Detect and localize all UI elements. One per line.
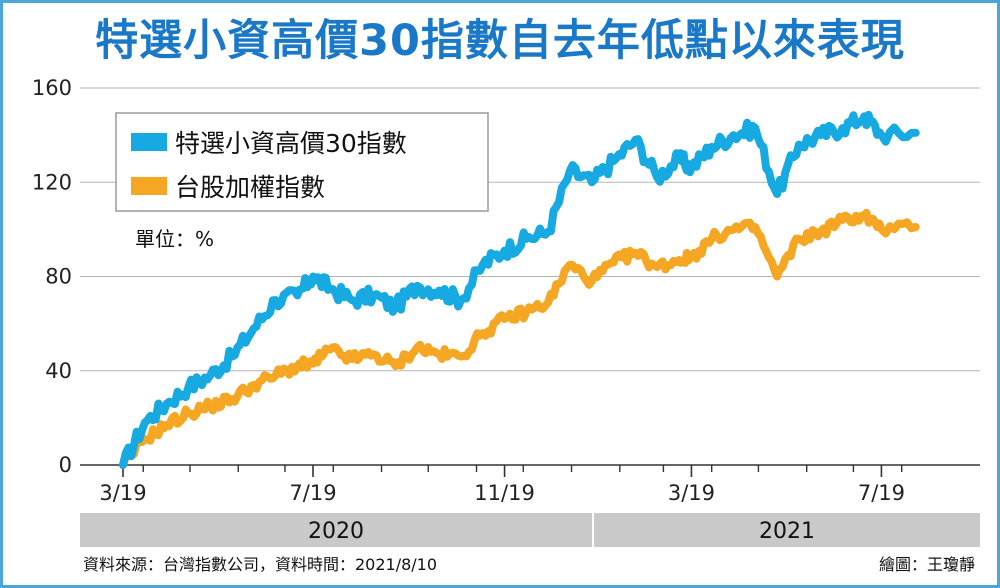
year-band-2020 [80,513,592,547]
series-line-small-cap-index [119,110,920,469]
y-tick-label: 120 [32,170,72,194]
y-tick-label: 80 [45,265,72,289]
x-tick-label: 3/19 [99,481,146,505]
x-tick-label: 3/19 [668,481,715,505]
unit-label: 單位：% [135,227,214,251]
legend-box [115,112,489,212]
credit-note: 繪圖：王瓊靜 [879,555,975,574]
series-layer [119,110,920,469]
y-axis: 0 40 80 120 160 [32,76,72,477]
year-label-2020: 2020 [308,519,364,544]
x-tick-label: 7/19 [858,481,905,505]
legend: 特選小資高價30指數 台股加權指數 [115,112,489,212]
source-note: 資料來源：台灣指數公司，資料時間：2021/8/10 [83,555,437,574]
y-tick-label: 160 [32,76,72,100]
y-tick-label: 40 [45,359,72,383]
x-tick-label: 7/19 [289,481,336,505]
series-line-taiex [119,208,920,469]
chart-title: 特選小資高價30指數自去年低點以來表現 [95,16,905,66]
legend-swatch-taiex [131,177,167,195]
y-tick-label: 0 [59,453,72,477]
year-band-2021 [594,513,980,547]
x-tick-label: 11/19 [474,481,535,505]
legend-label-small-cap-index: 特選小資高價30指數 [175,129,407,158]
legend-label-taiex: 台股加權指數 [175,173,325,202]
legend-swatch-small-cap-index [131,133,167,151]
year-label-2021: 2021 [759,519,815,544]
x-axis: 3/19 7/19 11/19 3/19 7/19 [80,464,980,505]
